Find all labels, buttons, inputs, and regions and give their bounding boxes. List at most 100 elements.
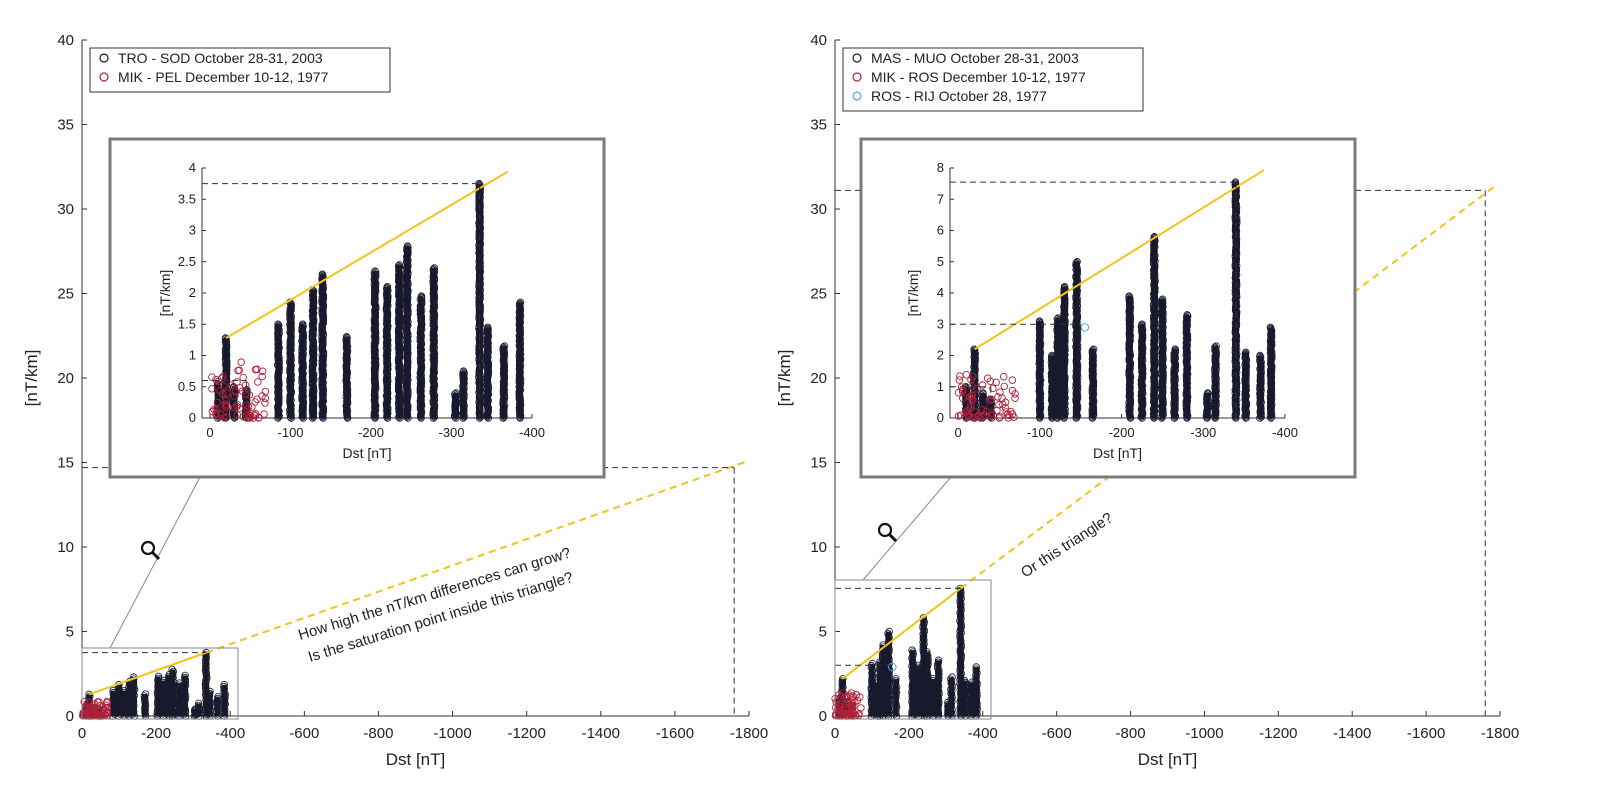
data-point-red: [222, 396, 231, 405]
data-point-red: [94, 711, 102, 719]
inset-y-tick-label: 3: [937, 316, 944, 331]
data-point: [891, 677, 900, 685]
inset-y-tick-label: 5: [937, 254, 944, 269]
legend-entry: MAS - MUO October 28-31, 2003: [871, 50, 1079, 66]
inset-y-tick-label: 2.5: [178, 254, 196, 269]
y-tick-label: 30: [57, 201, 74, 218]
data-point: [884, 662, 892, 670]
x-tick-label: -200: [894, 725, 924, 742]
data-point-red: [101, 711, 110, 719]
data-point: [892, 675, 900, 683]
data-point: [181, 692, 190, 700]
data-point: [891, 679, 900, 687]
data-point: [180, 700, 189, 708]
data-point: [221, 337, 230, 346]
x-tick-label: -1000: [1185, 725, 1223, 742]
extrapolation-line: [205, 460, 747, 654]
inset-y-tick-label: 6: [937, 223, 944, 238]
inset-x-tick-label: -300: [1190, 425, 1216, 440]
data-point: [417, 296, 426, 305]
data-point-red: [233, 378, 241, 386]
data-point: [459, 370, 467, 379]
data-point-red: [251, 398, 259, 406]
data-point-red: [84, 698, 93, 707]
inset-x-tick-label: -400: [1272, 425, 1298, 440]
data-point-red: [231, 387, 240, 396]
data-point-red: [230, 392, 238, 400]
data-point-red: [254, 378, 262, 386]
data-point: [168, 675, 176, 684]
data-point: [885, 688, 893, 696]
inset-x-tick-label: 0: [206, 425, 213, 440]
right-panel: 0 -200 -400 -600 -800 -1000 -1200 -1400 -1600 -18…: [775, 32, 1519, 769]
data-point: [194, 701, 203, 710]
data-point-red: [233, 400, 242, 409]
magnifier-lens: [877, 522, 893, 538]
saturation-line: [89, 651, 207, 696]
x-tick-label: 0: [78, 725, 86, 742]
inset-y-tick-label: 0: [189, 410, 196, 425]
data-point: [884, 629, 892, 638]
y-axis-label: [nT/km]: [22, 350, 41, 407]
data-point: [371, 268, 380, 276]
data-point: [85, 690, 93, 699]
x-tick-label: -1600: [656, 725, 694, 742]
data-point: [168, 700, 177, 708]
inset-y-tick-label: 2: [189, 285, 196, 300]
data-point: [140, 692, 148, 700]
inset-y-tick-label: 3.5: [178, 191, 196, 206]
data-point: [372, 270, 380, 279]
data-point: [129, 687, 137, 696]
data-point: [383, 283, 392, 291]
inset-x-tick-label: 0: [955, 425, 962, 440]
data-point-red: [237, 358, 245, 366]
inset-y-tick-label: 7: [937, 191, 944, 206]
data-point-red: [219, 372, 227, 381]
data-point: [429, 265, 438, 273]
data-point-red: [220, 414, 228, 422]
zoom-connector: [109, 476, 201, 649]
data-point-red: [236, 384, 244, 392]
data-point-red: [102, 701, 110, 709]
data-point: [168, 679, 177, 688]
data-point: [180, 689, 189, 698]
y-tick-label: 40: [57, 32, 74, 49]
data-point: [275, 321, 283, 330]
data-point-red: [219, 382, 228, 390]
data-point: [212, 708, 221, 716]
inset-x-tick-label: -200: [358, 425, 384, 440]
inset-y-axis-label: [nT/km]: [905, 270, 921, 317]
x-tick-label: -1600: [1407, 725, 1445, 742]
data-point: [451, 390, 459, 398]
data-point: [403, 246, 411, 255]
data-point: [908, 658, 917, 666]
x-tick-label: -1400: [582, 725, 620, 742]
data-point: [884, 651, 892, 660]
data-point: [371, 272, 380, 281]
data-point-red: [245, 411, 253, 419]
y-tick-label: 25: [57, 286, 74, 303]
data-point: [140, 696, 149, 704]
x-tick-label: -1400: [1333, 725, 1371, 742]
data-point: [181, 696, 189, 704]
y-tick-label: 35: [810, 117, 827, 134]
data-point: [202, 654, 210, 663]
data-point: [180, 702, 189, 710]
legend-entry: ROS - RIJ October 28, 1977: [871, 88, 1047, 104]
data-point: [154, 672, 163, 680]
x-axis-label: Dst [nT]: [1138, 750, 1198, 769]
data-point: [430, 264, 439, 272]
y-tick-label: 15: [810, 455, 827, 472]
y-tick-label: 25: [810, 286, 827, 303]
data-point: [484, 323, 492, 332]
data-point-red: [258, 372, 266, 381]
zoom-region: [81, 647, 239, 720]
inset-y-tick-label: 0.5: [178, 379, 196, 394]
inset-x-axis-label: Dst [nT]: [342, 445, 391, 461]
x-tick-label: -600: [1042, 725, 1072, 742]
magnifier-handle: [151, 551, 161, 561]
y-tick-label: 5: [819, 624, 827, 641]
inset-y-tick-label: 1.5: [178, 316, 196, 331]
